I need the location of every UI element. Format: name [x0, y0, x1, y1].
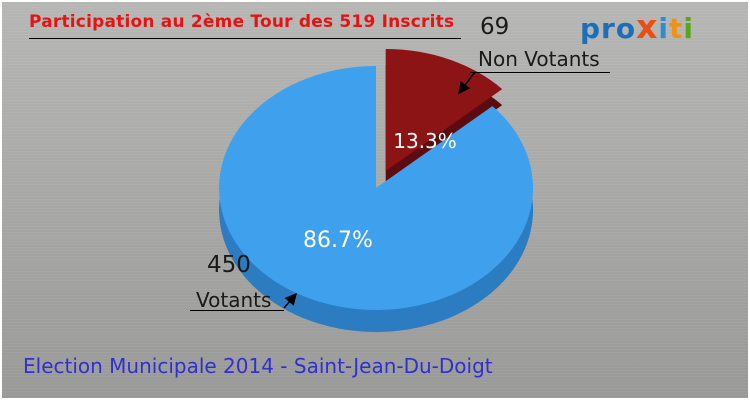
- votants-count: 450: [207, 252, 251, 278]
- pie-slice-non-votants-top: [385, 48, 503, 171]
- nonvotants-label: Non Votants: [478, 47, 600, 71]
- votants-label: Votants: [196, 288, 272, 312]
- footer-caption: Election Municipale 2014 - Saint-Jean-Du…: [23, 354, 493, 378]
- logo-letter: x: [636, 7, 659, 46]
- title-underline: [29, 38, 461, 39]
- nonvotants-underline: [470, 72, 610, 73]
- pie-slices: [219, 48, 534, 332]
- page-title: Participation au 2ème Tour des 519 Inscr…: [29, 12, 455, 32]
- proxiti-logo: proxiti: [580, 7, 694, 46]
- logo-letter: o: [615, 12, 637, 45]
- logo-letter: i: [683, 12, 695, 45]
- nonvotants-count: 69: [480, 14, 510, 40]
- votants-underline: [190, 310, 284, 311]
- nonvotants-percent-label: 13.3%: [393, 129, 457, 153]
- logo-letter: i: [658, 12, 670, 45]
- logo-letter: p: [580, 12, 602, 45]
- logo-letter: r: [601, 12, 616, 45]
- votants-percent-label: 86.7%: [303, 228, 373, 253]
- nonvotants-arrow: [458, 71, 476, 95]
- votants-arrow: [283, 292, 297, 309]
- logo-letter: t: [669, 12, 684, 45]
- pie-slice-votants-top: [219, 66, 534, 310]
